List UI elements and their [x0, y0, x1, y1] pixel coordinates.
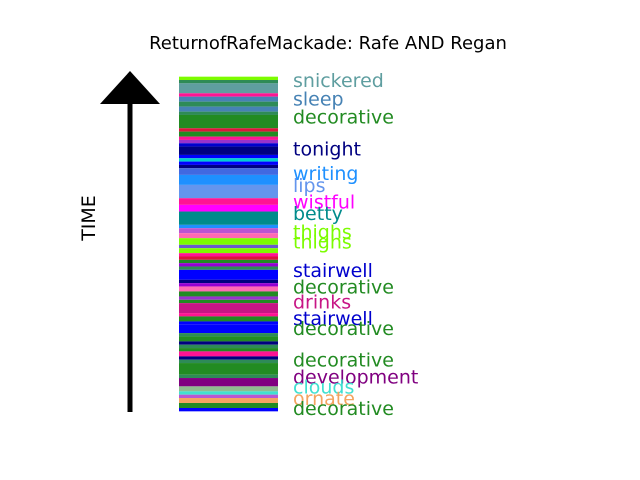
- stripe: [179, 333, 278, 337]
- stripe: [179, 398, 278, 404]
- stripe: [179, 93, 278, 97]
- word-label: sleep: [293, 88, 344, 110]
- word-label: thighs: [293, 222, 352, 244]
- word-label: snickered: [293, 70, 384, 92]
- stripe: [179, 359, 278, 364]
- word-label: decorative: [293, 398, 394, 420]
- stripe: [179, 269, 278, 280]
- stripe: [179, 279, 278, 284]
- time-arrow-head: [100, 71, 160, 104]
- stripe: [179, 228, 278, 234]
- word-label: decorative: [293, 276, 394, 298]
- stripe: [179, 341, 278, 345]
- stripe: [179, 408, 278, 412]
- stripe: [179, 324, 278, 334]
- y-axis-label: TIME: [78, 195, 100, 242]
- stripe: [179, 351, 278, 357]
- stripe: [179, 286, 278, 292]
- word-labels: snickeredsleepdecorativetonightwritingli…: [293, 70, 418, 420]
- word-label: stairwell: [293, 308, 373, 330]
- stripe: [179, 253, 278, 257]
- stripe: [179, 316, 278, 322]
- word-label: betty: [293, 203, 343, 225]
- stripe: [179, 233, 278, 239]
- stripe: [179, 321, 278, 325]
- word-label: decorative: [293, 318, 394, 340]
- stripe: [179, 336, 278, 342]
- stripe: [179, 248, 278, 254]
- word-label: decorative: [293, 107, 394, 129]
- chart-title: ReturnofRafeMackade: Rafe AND Regan: [149, 33, 507, 54]
- word-label: tonight: [293, 138, 361, 160]
- stripe: [179, 344, 278, 349]
- stripe: [179, 96, 278, 102]
- stripe: [179, 146, 278, 155]
- stripe: [179, 168, 278, 175]
- word-label: stairwell: [293, 260, 373, 282]
- stripe: [179, 356, 278, 360]
- stripe: [179, 244, 278, 249]
- stripe: [179, 374, 278, 379]
- stripe: [179, 174, 278, 185]
- stripe: [179, 283, 278, 287]
- time-arrow: [100, 71, 160, 412]
- stripe: [179, 256, 278, 260]
- stripe: [179, 198, 278, 205]
- stripe: [179, 111, 278, 115]
- stripe: [179, 131, 278, 137]
- stripe: [179, 266, 278, 270]
- word-label: wistful: [293, 192, 355, 214]
- stripe: [179, 136, 278, 140]
- stripe: [179, 259, 278, 264]
- word-label: writing: [293, 163, 358, 185]
- stripe: [179, 291, 278, 297]
- stripe: [179, 204, 278, 212]
- stripe: [179, 154, 278, 159]
- stripe: [179, 296, 278, 300]
- stripe: [179, 164, 278, 169]
- word-label: decorative: [293, 350, 394, 372]
- word-label: lips: [293, 175, 326, 197]
- word-label: clouds: [293, 376, 354, 398]
- stripe: [179, 224, 278, 229]
- stripe: [179, 386, 278, 392]
- stripe: [179, 238, 278, 245]
- stripe: [179, 391, 278, 395]
- stripe: [179, 378, 278, 387]
- stripe: [179, 348, 278, 352]
- stripe: [179, 76, 278, 80]
- stripe: [179, 101, 278, 107]
- stripe: [179, 211, 278, 225]
- word-label: development: [293, 366, 418, 388]
- word-label: ornate: [293, 388, 355, 410]
- stripe: [179, 303, 278, 314]
- stripe: [179, 313, 278, 317]
- stripe-bar: [179, 75, 278, 412]
- stripe: [179, 403, 278, 408]
- stripe: [179, 161, 278, 165]
- stripe: [179, 128, 278, 132]
- stripe: [179, 263, 278, 267]
- word-label: drinks: [293, 291, 351, 313]
- stripe: [179, 83, 278, 94]
- stripe: [179, 184, 278, 199]
- stripe: [179, 394, 278, 399]
- stripe: [179, 80, 278, 84]
- stripe: [179, 158, 278, 162]
- stripe: [179, 114, 278, 129]
- stripe: [179, 299, 278, 304]
- stripe: [179, 75, 278, 77]
- stripe: [179, 143, 278, 147]
- stripe: [179, 139, 278, 144]
- stripe: [179, 106, 278, 112]
- word-label: thighs: [293, 232, 352, 254]
- stripe: [179, 363, 278, 375]
